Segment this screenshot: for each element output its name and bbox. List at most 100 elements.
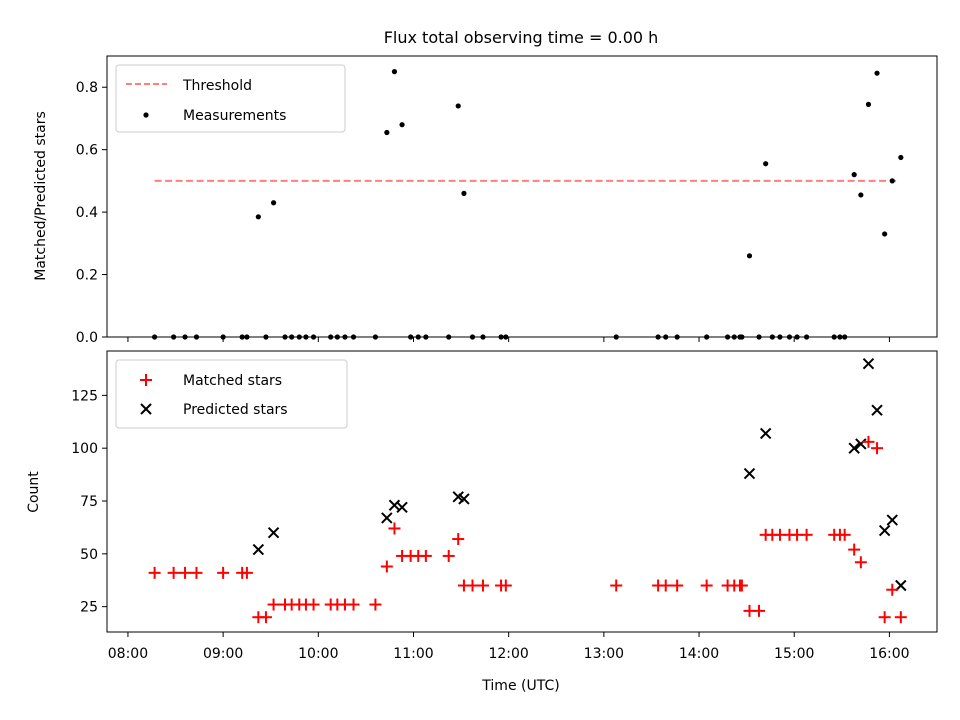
figure-title: Flux total observing time = 0.00 h bbox=[384, 28, 659, 47]
legend-measurements-swatch bbox=[143, 112, 149, 118]
matched-stars-point bbox=[659, 579, 672, 592]
predicted-stars-point bbox=[252, 543, 265, 556]
matched-stars-point bbox=[848, 543, 861, 556]
matched-stars-point bbox=[610, 579, 623, 592]
measurement-point bbox=[858, 192, 864, 198]
measurement-point bbox=[270, 200, 277, 206]
matched-stars-point bbox=[862, 435, 875, 448]
ratio-y-axis-label: Matched/Predicted stars bbox=[33, 111, 49, 281]
x-axis-label: Time (UTC) bbox=[481, 678, 559, 694]
x-tick-label: 12:00 bbox=[488, 646, 528, 662]
matched-stars-point bbox=[307, 598, 320, 611]
matched-stars-point bbox=[240, 566, 253, 579]
x-tick-label: 11:00 bbox=[393, 646, 433, 662]
count-panel: 25 50 75 100 125 08:00 09:00 10:00 11:00 12:00 13… bbox=[26, 350, 938, 694]
matched-stars-point bbox=[894, 611, 907, 624]
x-tick-label: 13:00 bbox=[584, 646, 624, 662]
predicted-stars-point bbox=[862, 357, 875, 370]
matched-stars-point bbox=[148, 566, 161, 579]
measurement-point bbox=[882, 231, 888, 237]
matched-stars-point bbox=[380, 560, 393, 573]
ratio-y-tick-label: 0.4 bbox=[76, 205, 98, 221]
predicted-stars-point bbox=[759, 427, 772, 440]
count-panel-frame bbox=[106, 350, 938, 633]
x-tick-label: 09:00 bbox=[203, 646, 243, 662]
ratio-y-tick-label: 0.0 bbox=[76, 330, 98, 346]
predicted-stars-point bbox=[381, 512, 393, 524]
legend-matched-swatch bbox=[140, 374, 152, 386]
count-y-tick-label: 50 bbox=[80, 547, 98, 563]
x-tick-label: 14:00 bbox=[679, 646, 719, 662]
matched-stars-point bbox=[419, 549, 432, 562]
ratio-panel-frame bbox=[106, 55, 938, 338]
x-tick-label: 08:00 bbox=[108, 646, 148, 662]
matched-stars-point bbox=[369, 598, 382, 611]
matched-stars-point bbox=[854, 556, 867, 569]
measurement-point bbox=[889, 178, 895, 184]
legend-measurements-label: Measurements bbox=[183, 108, 286, 124]
count-y-axis-label: Count bbox=[26, 471, 42, 513]
matched-stars-point bbox=[267, 598, 280, 611]
matched-stars-point bbox=[388, 522, 401, 535]
predicted-stars-point bbox=[458, 493, 470, 505]
matched-stars-point bbox=[179, 566, 192, 579]
x-tick-label: 10:00 bbox=[298, 646, 338, 662]
matched-stars-point bbox=[671, 579, 684, 592]
ratio-legend: Threshold Measurements bbox=[115, 64, 346, 133]
legend-matched-label: Matched stars bbox=[183, 373, 282, 389]
matched-stars-point bbox=[476, 579, 489, 592]
matched-stars-point bbox=[753, 604, 766, 617]
matched-stars-point bbox=[466, 579, 479, 592]
predicted-stars-point bbox=[878, 524, 891, 537]
matched-stars-point bbox=[259, 611, 272, 624]
measurement-point bbox=[874, 70, 880, 76]
predicted-stars-point bbox=[871, 404, 883, 416]
predicted-stars-point bbox=[267, 526, 280, 539]
count-y-tick-label: 75 bbox=[80, 494, 98, 510]
legend-predicted-swatch bbox=[140, 403, 152, 415]
count-y-tick-label: 25 bbox=[80, 600, 98, 616]
legend-threshold-label: Threshold bbox=[182, 78, 252, 94]
ratio-y-tick-label: 0.8 bbox=[76, 80, 98, 96]
x-tick-label: 16:00 bbox=[869, 646, 909, 662]
measurement-point bbox=[391, 69, 398, 75]
measurement-point bbox=[255, 214, 261, 220]
measurement-point bbox=[384, 129, 390, 136]
predicted-stars-point bbox=[396, 501, 408, 514]
matched-stars-point bbox=[217, 566, 230, 579]
count-y-tick-label: 100 bbox=[71, 441, 98, 457]
matched-stars-point bbox=[499, 579, 512, 592]
measurement-point bbox=[763, 161, 769, 167]
ratio-panel: 0.00.20.40.60.8 Matched/Predicted stars … bbox=[33, 55, 938, 346]
matched-stars-point bbox=[442, 549, 455, 562]
measurement-point bbox=[455, 103, 461, 109]
count-y-tick-label: 125 bbox=[71, 388, 98, 404]
predicted-stars-point bbox=[855, 438, 867, 450]
predicted-stars-point bbox=[886, 514, 898, 526]
matched-stars-point bbox=[452, 533, 465, 546]
measurement-point bbox=[399, 122, 405, 128]
measurement-point bbox=[865, 101, 872, 107]
matched-stars-point bbox=[700, 579, 713, 592]
matched-stars-point bbox=[886, 583, 899, 596]
matched-stars-point bbox=[190, 566, 203, 579]
count-legend: Matched stars Predicted stars bbox=[115, 359, 348, 429]
legend-predicted-label: Predicted stars bbox=[183, 402, 288, 418]
matched-stars-point bbox=[347, 598, 360, 611]
x-tick-label: 15:00 bbox=[774, 646, 814, 662]
matched-stars-point bbox=[838, 528, 851, 541]
matched-stars-point bbox=[878, 611, 891, 624]
ratio-y-tick-label: 0.6 bbox=[76, 143, 98, 159]
ratio-y-tick-label: 0.2 bbox=[76, 268, 98, 284]
measurement-point bbox=[746, 253, 753, 259]
matched-stars-point bbox=[800, 528, 813, 541]
measurement-point bbox=[851, 172, 857, 178]
matched-stars-point bbox=[735, 579, 748, 592]
predicted-stars-point bbox=[743, 467, 756, 480]
measurement-point bbox=[461, 190, 467, 196]
measurement-point bbox=[898, 154, 904, 161]
matched-stars-point bbox=[871, 442, 884, 455]
predicted-stars-point bbox=[848, 442, 860, 454]
matched-stars-point bbox=[167, 566, 180, 579]
